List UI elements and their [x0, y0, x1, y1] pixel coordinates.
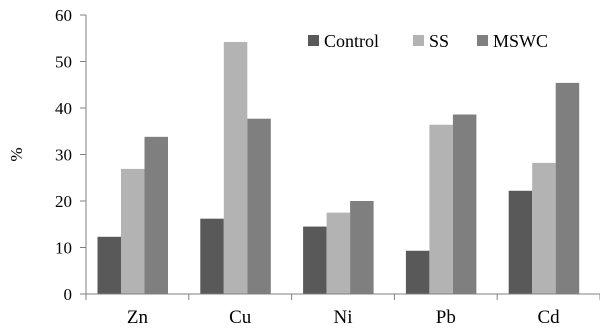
- bar-control-pb: [405, 250, 430, 294]
- x-category-label: Cu: [229, 307, 252, 328]
- legend: Control SS MSWC: [308, 31, 548, 51]
- bar-control-cu: [200, 218, 224, 294]
- bar-ss-pb: [429, 124, 453, 295]
- y-tick-label: 50: [55, 53, 72, 72]
- bar-mswc-pb: [452, 114, 477, 294]
- y-tick-label: 10: [55, 239, 72, 258]
- x-category-label: Pb: [436, 307, 456, 328]
- y-axis-label: %: [7, 147, 26, 161]
- x-category-label: Cd: [538, 307, 561, 328]
- legend-swatch-ss: [413, 35, 424, 46]
- bar-control-ni: [303, 226, 327, 294]
- y-tick-label: 60: [55, 6, 72, 25]
- legend-label-control: Control: [324, 31, 379, 51]
- bar-mswc-cd: [555, 82, 580, 294]
- bar-control-zn: [97, 236, 121, 294]
- bar-mswc-zn: [144, 136, 168, 294]
- bar-ss-zn: [121, 168, 145, 294]
- legend-swatch-mswc: [477, 35, 488, 46]
- bar-mswc-ni: [350, 201, 374, 294]
- legend-label-ss: SS: [429, 31, 449, 51]
- x-category-label: Zn: [127, 307, 149, 328]
- bar-control-cd: [508, 190, 533, 294]
- bars: [97, 41, 580, 295]
- y-tick-label: 30: [55, 146, 72, 165]
- legend-label-mswc: MSWC: [493, 31, 548, 51]
- x-category-label: Ni: [334, 307, 353, 328]
- y-tick-label: 20: [55, 192, 72, 211]
- bar-ss-cu: [223, 41, 248, 294]
- bar-ss-cd: [532, 162, 556, 294]
- bar-mswc-cu: [247, 118, 271, 294]
- bar-ss-ni: [326, 212, 351, 294]
- legend-swatch-control: [308, 35, 319, 46]
- y-ticks: 0 10 20 30 40 50 60: [55, 6, 86, 304]
- y-tick-label: 40: [55, 99, 72, 118]
- y-tick-label: 0: [64, 285, 73, 304]
- x-categories: Zn Cu Ni Pb Cd: [127, 307, 560, 328]
